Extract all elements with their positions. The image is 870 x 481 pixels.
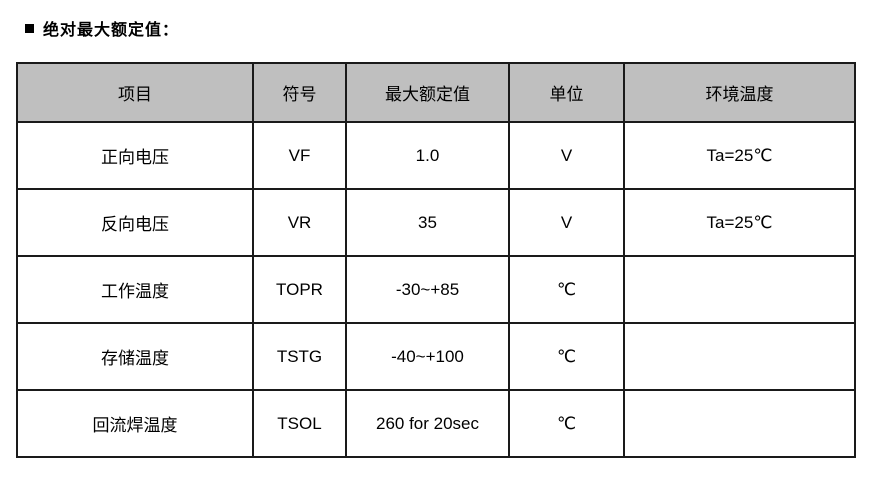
cell-max-rating: 1.0 — [345, 121, 510, 190]
cell-symbol: TOPR — [252, 255, 347, 324]
absolute-maximum-ratings-table: 项目 符号 最大额定值 单位 环境温度 正向电压 VF 1.0 V Ta=25℃… — [16, 62, 856, 458]
column-header-item: 项目 — [16, 62, 254, 123]
table-row: 回流焊温度 TSOL 260 for 20sec ℃ — [16, 389, 856, 458]
cell-symbol: TSOL — [252, 389, 347, 458]
cell-ambient — [623, 322, 856, 391]
cell-unit: ℃ — [508, 389, 625, 458]
cell-ambient — [623, 255, 856, 324]
column-header-ambient: 环境温度 — [623, 62, 856, 123]
section-title: 绝对最大额定值： — [25, 16, 179, 40]
cell-max-rating: 260 for 20sec — [345, 389, 510, 458]
cell-ambient — [623, 389, 856, 458]
table-row: 存储温度 TSTG -40~+100 ℃ — [16, 322, 856, 391]
cell-ambient: Ta=25℃ — [623, 188, 856, 257]
cell-symbol: VF — [252, 121, 347, 190]
cell-max-rating: -30~+85 — [345, 255, 510, 324]
table-header-row: 项目 符号 最大额定值 单位 环境温度 — [16, 62, 856, 123]
table-row: 正向电压 VF 1.0 V Ta=25℃ — [16, 121, 856, 190]
column-header-unit: 单位 — [508, 62, 625, 123]
cell-item: 正向电压 — [16, 121, 254, 190]
column-header-max-rating: 最大额定值 — [345, 62, 510, 123]
cell-item: 回流焊温度 — [16, 389, 254, 458]
cell-unit: ℃ — [508, 255, 625, 324]
cell-unit: ℃ — [508, 322, 625, 391]
section-title-text: 绝对最大额定值： — [43, 22, 180, 39]
column-header-symbol: 符号 — [252, 62, 347, 123]
square-bullet-icon — [25, 23, 34, 33]
table-row: 工作温度 TOPR -30~+85 ℃ — [16, 255, 856, 324]
cell-ambient: Ta=25℃ — [623, 121, 856, 190]
cell-item: 存储温度 — [16, 322, 254, 391]
cell-unit: V — [508, 121, 625, 190]
cell-item: 工作温度 — [16, 255, 254, 324]
cell-item: 反向电压 — [16, 188, 254, 257]
cell-max-rating: -40~+100 — [345, 322, 510, 391]
cell-max-rating: 35 — [345, 188, 510, 257]
cell-symbol: TSTG — [252, 322, 347, 391]
cell-symbol: VR — [252, 188, 347, 257]
table-row: 反向电压 VR 35 V Ta=25℃ — [16, 188, 856, 257]
cell-unit: V — [508, 188, 625, 257]
